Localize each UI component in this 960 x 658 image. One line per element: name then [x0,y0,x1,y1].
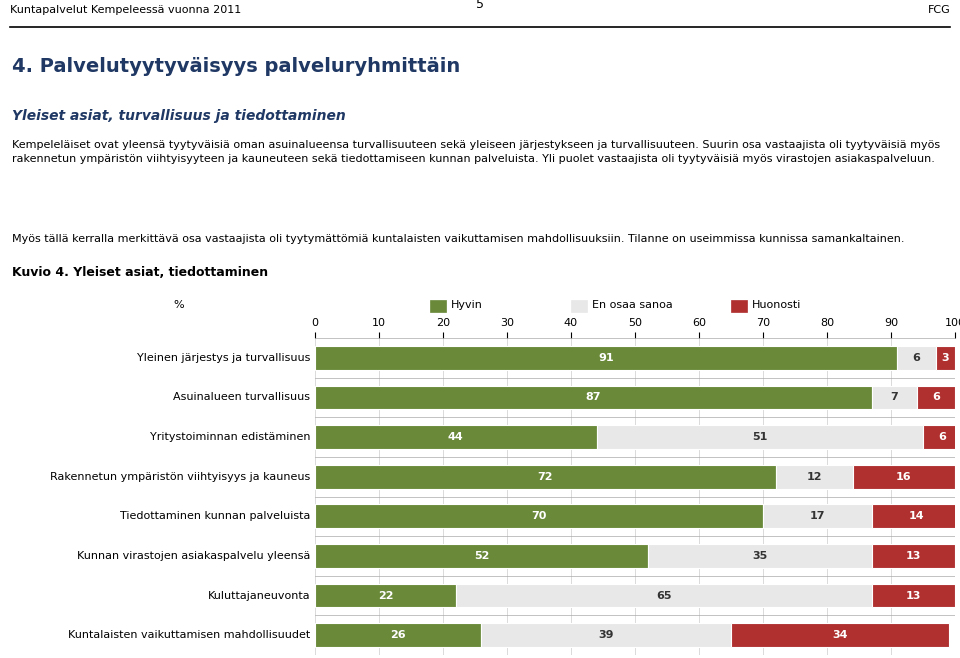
Text: 6: 6 [938,432,947,442]
Text: 70: 70 [531,511,546,521]
Bar [315,386,872,409]
Text: Kunnan virastojen asiakaspalvelu yleensä: Kunnan virastojen asiakaspalvelu yleensä [77,551,310,561]
Text: 39: 39 [598,630,614,640]
Bar [648,544,872,568]
Bar [596,425,923,449]
Text: 16: 16 [896,472,912,482]
Bar [872,584,955,607]
Text: 6: 6 [932,392,940,403]
Text: 13: 13 [905,591,921,601]
Text: 7: 7 [890,392,898,403]
Text: Tiedottaminen kunnan palveluista: Tiedottaminen kunnan palveluista [120,511,310,521]
Bar [936,346,955,370]
Text: 87: 87 [586,392,601,403]
Text: 13: 13 [905,551,921,561]
Text: 22: 22 [377,591,394,601]
Text: Asuinalueen turvallisuus: Asuinalueen turvallisuus [173,392,310,403]
Bar [917,386,955,409]
Text: Huonosti: Huonosti [752,300,802,310]
Text: 12: 12 [806,472,822,482]
Text: Hyvin: Hyvin [451,300,483,310]
Text: 5: 5 [476,0,484,11]
Text: 44: 44 [448,432,464,442]
Bar [315,584,456,607]
Text: Kuluttajaneuvonta: Kuluttajaneuvonta [207,591,310,601]
Text: Myös tällä kerralla merkittävä osa vastaajista oli tyytymättömiä kuntalaisten va: Myös tällä kerralla merkittävä osa vasta… [12,234,904,244]
Text: FCG: FCG [927,5,950,14]
Text: En osaa sanoa: En osaa sanoa [592,300,673,310]
Bar [872,386,917,409]
Text: 35: 35 [753,551,767,561]
Bar [456,584,872,607]
Text: Yleiset asiat, turvallisuus ja tiedottaminen: Yleiset asiat, turvallisuus ja tiedottam… [12,109,346,123]
Bar [852,465,955,489]
Text: Yritystoiminnan edistäminen: Yritystoiminnan edistäminen [150,432,310,442]
Bar [923,425,960,449]
Text: 6: 6 [913,353,921,363]
Bar [481,623,731,647]
Text: 34: 34 [832,630,848,640]
Text: 51: 51 [752,432,767,442]
Text: 14: 14 [909,511,924,521]
Bar [315,346,898,370]
Bar [430,299,446,312]
Bar [731,299,747,312]
Text: Kempeleläiset ovat yleensä tyytyväisiä oman asuinalueensa turvallisuuteen sekä y: Kempeleläiset ovat yleensä tyytyväisiä o… [12,140,940,164]
Text: 4. Palvelutyytyväisyys palveluryhmittäin: 4. Palvelutyytyväisyys palveluryhmittäin [12,57,460,76]
Bar [872,544,955,568]
Text: Yleinen järjestys ja turvallisuus: Yleinen järjestys ja turvallisuus [137,353,310,363]
Text: 26: 26 [391,630,406,640]
Bar [315,465,776,489]
Text: %: % [173,300,183,310]
Text: Kuntapalvelut Kempeleessä vuonna 2011: Kuntapalvelut Kempeleessä vuonna 2011 [10,5,241,14]
Text: 91: 91 [598,353,614,363]
Bar [315,425,596,449]
Bar [776,465,852,489]
Text: 52: 52 [473,551,489,561]
Text: 17: 17 [809,511,826,521]
Text: Rakennetun ympäristön viihtyisyys ja kauneus: Rakennetun ympäristön viihtyisyys ja kau… [50,472,310,482]
Bar [315,505,763,528]
Bar [898,346,936,370]
Text: Kuntalaisten vaikuttamisen mahdollisuudet: Kuntalaisten vaikuttamisen mahdollisuude… [68,630,310,640]
Text: Kuvio 4. Yleiset asiat, tiedottaminen: Kuvio 4. Yleiset asiat, tiedottaminen [12,265,268,278]
Bar [872,505,960,528]
Bar [763,505,872,528]
Text: 72: 72 [538,472,553,482]
Text: 65: 65 [656,591,672,601]
Bar [571,299,587,312]
Text: 3: 3 [942,353,949,363]
Bar [315,544,648,568]
Bar [315,623,481,647]
Bar [731,623,948,647]
